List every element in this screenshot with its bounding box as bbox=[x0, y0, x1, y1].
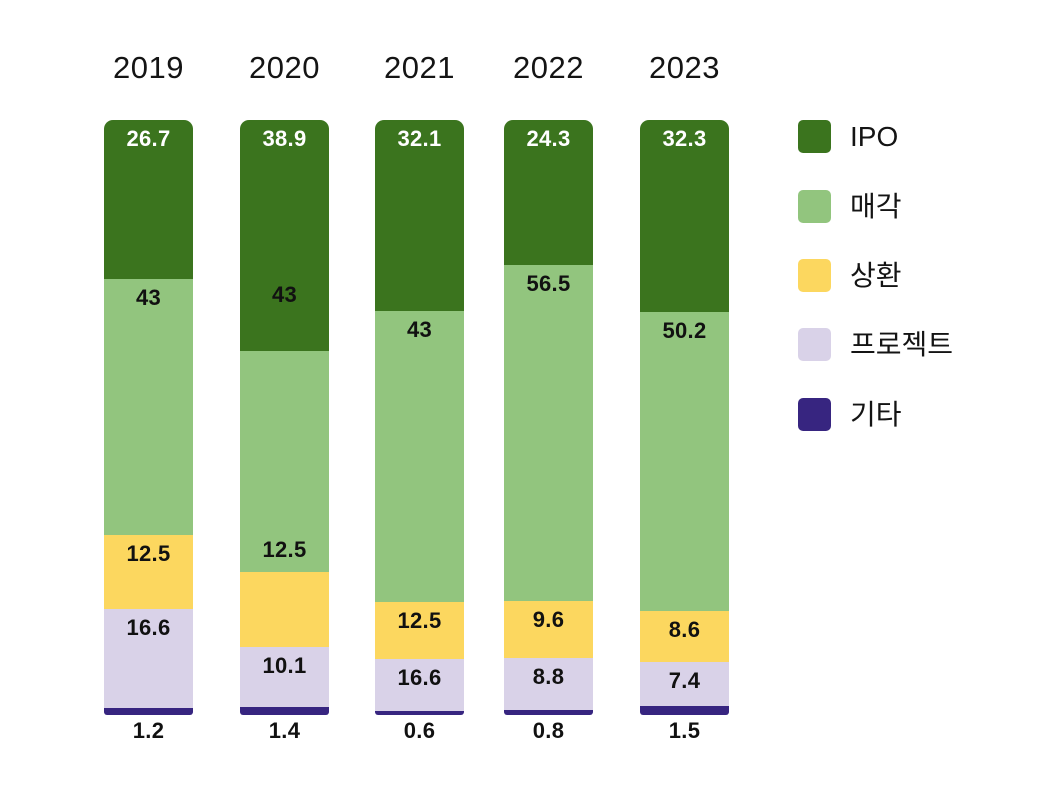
value-label-redemption-2019: 12.5 bbox=[126, 540, 171, 566]
legend-item-ipo: IPO bbox=[798, 120, 898, 153]
segment-other-2022 bbox=[504, 710, 593, 715]
value-label-project-2022: 8.8 bbox=[532, 663, 565, 689]
legend-label-redemption: 상환 bbox=[850, 260, 902, 291]
value-label-project-2019: 16.6 bbox=[126, 615, 171, 641]
segment-redemption-2020 bbox=[240, 572, 329, 647]
legend-item-other: 기타 bbox=[798, 398, 902, 431]
segment-sale-2022 bbox=[504, 264, 593, 601]
year-label-2021: 2021 bbox=[384, 50, 455, 85]
bar-2021: 32.1 43 12.5 16.6 bbox=[375, 120, 464, 715]
year-label-2020: 2020 bbox=[249, 50, 320, 85]
legend-swatch-project bbox=[798, 328, 831, 361]
value-label-other-2021: 0.6 bbox=[403, 718, 436, 743]
value-label-ipo-2020: 38.9 bbox=[262, 126, 307, 151]
segment-redemption-2019 bbox=[104, 534, 193, 610]
legend-swatch-other bbox=[798, 398, 831, 431]
bar-2019: 26.7 43 12.5 16.6 bbox=[104, 120, 193, 715]
value-label-sale-2020: 43 bbox=[271, 282, 298, 308]
value-label-ipo-2021: 32.1 bbox=[397, 126, 442, 151]
legend-item-sale: 매각 bbox=[798, 190, 902, 223]
legend-label-ipo: IPO bbox=[850, 121, 899, 152]
segment-ipo-2020 bbox=[240, 120, 329, 352]
bar-2020: 38.9 43 12.5 10.1 bbox=[240, 120, 329, 715]
segment-ipo-2022 bbox=[504, 120, 593, 265]
segment-other-2020 bbox=[240, 706, 329, 715]
segment-sale-2020 bbox=[240, 351, 329, 573]
value-label-redemption-2021: 12.5 bbox=[397, 607, 442, 633]
segment-redemption-2021 bbox=[375, 601, 464, 660]
segment-project-2023 bbox=[640, 662, 729, 707]
segment-other-2019 bbox=[104, 707, 193, 715]
legend-swatch-redemption bbox=[798, 259, 831, 292]
value-label-project-2021: 16.6 bbox=[397, 665, 442, 691]
value-label-redemption-2023: 8.6 bbox=[668, 616, 701, 642]
legend-label-sale: 매각 bbox=[850, 191, 902, 222]
segment-sale-2021 bbox=[375, 310, 464, 602]
value-label-project-2023: 7.4 bbox=[668, 668, 701, 694]
value-label-ipo-2019: 26.7 bbox=[126, 126, 171, 151]
value-label-other-2019: 1.2 bbox=[132, 718, 165, 743]
bar-2022: 24.3 56.5 9.6 8.8 bbox=[504, 120, 593, 715]
year-label-2022: 2022 bbox=[513, 50, 584, 85]
value-label-project-2020: 10.1 bbox=[262, 652, 307, 678]
segment-redemption-2023 bbox=[640, 610, 729, 663]
value-label-ipo-2023: 32.3 bbox=[662, 126, 707, 151]
legend-swatch-ipo bbox=[798, 120, 831, 153]
value-label-redemption-2020: 12.5 bbox=[262, 537, 307, 563]
legend-label-other: 기타 bbox=[850, 399, 902, 430]
value-label-redemption-2022: 9.6 bbox=[532, 606, 565, 632]
legend-label-project: 프로젝트 bbox=[850, 329, 954, 360]
segment-ipo-2021 bbox=[375, 120, 464, 311]
legend-item-project: 프로젝트 bbox=[798, 328, 953, 361]
value-label-ipo-2022: 24.3 bbox=[526, 126, 571, 151]
segment-project-2020 bbox=[240, 646, 329, 707]
bar-2023: 32.3 50.2 8.6 7.4 bbox=[640, 120, 729, 715]
legend-item-redemption: 상환 bbox=[798, 259, 902, 292]
segment-sale-2019 bbox=[104, 278, 193, 535]
segment-ipo-2023 bbox=[640, 120, 729, 313]
segment-redemption-2022 bbox=[504, 600, 593, 658]
year-label-2023: 2023 bbox=[649, 50, 720, 85]
segment-other-2023 bbox=[640, 706, 729, 715]
value-label-other-2023: 1.5 bbox=[668, 718, 701, 743]
value-label-other-2020: 1.4 bbox=[268, 718, 301, 743]
segment-other-2021 bbox=[375, 711, 464, 715]
year-label-2019: 2019 bbox=[113, 50, 184, 85]
segment-ipo-2019 bbox=[104, 120, 193, 279]
value-label-sale-2019: 43 bbox=[135, 284, 162, 310]
value-label-sale-2023: 50.2 bbox=[662, 318, 707, 344]
segment-project-2022 bbox=[504, 657, 593, 711]
segment-project-2021 bbox=[375, 659, 464, 712]
legend-swatch-sale bbox=[798, 190, 831, 223]
value-label-sale-2022: 56.5 bbox=[526, 270, 571, 296]
value-label-other-2022: 0.8 bbox=[532, 718, 565, 743]
value-label-sale-2021: 43 bbox=[406, 316, 433, 342]
segment-sale-2023 bbox=[640, 312, 729, 611]
segment-project-2019 bbox=[104, 609, 193, 708]
